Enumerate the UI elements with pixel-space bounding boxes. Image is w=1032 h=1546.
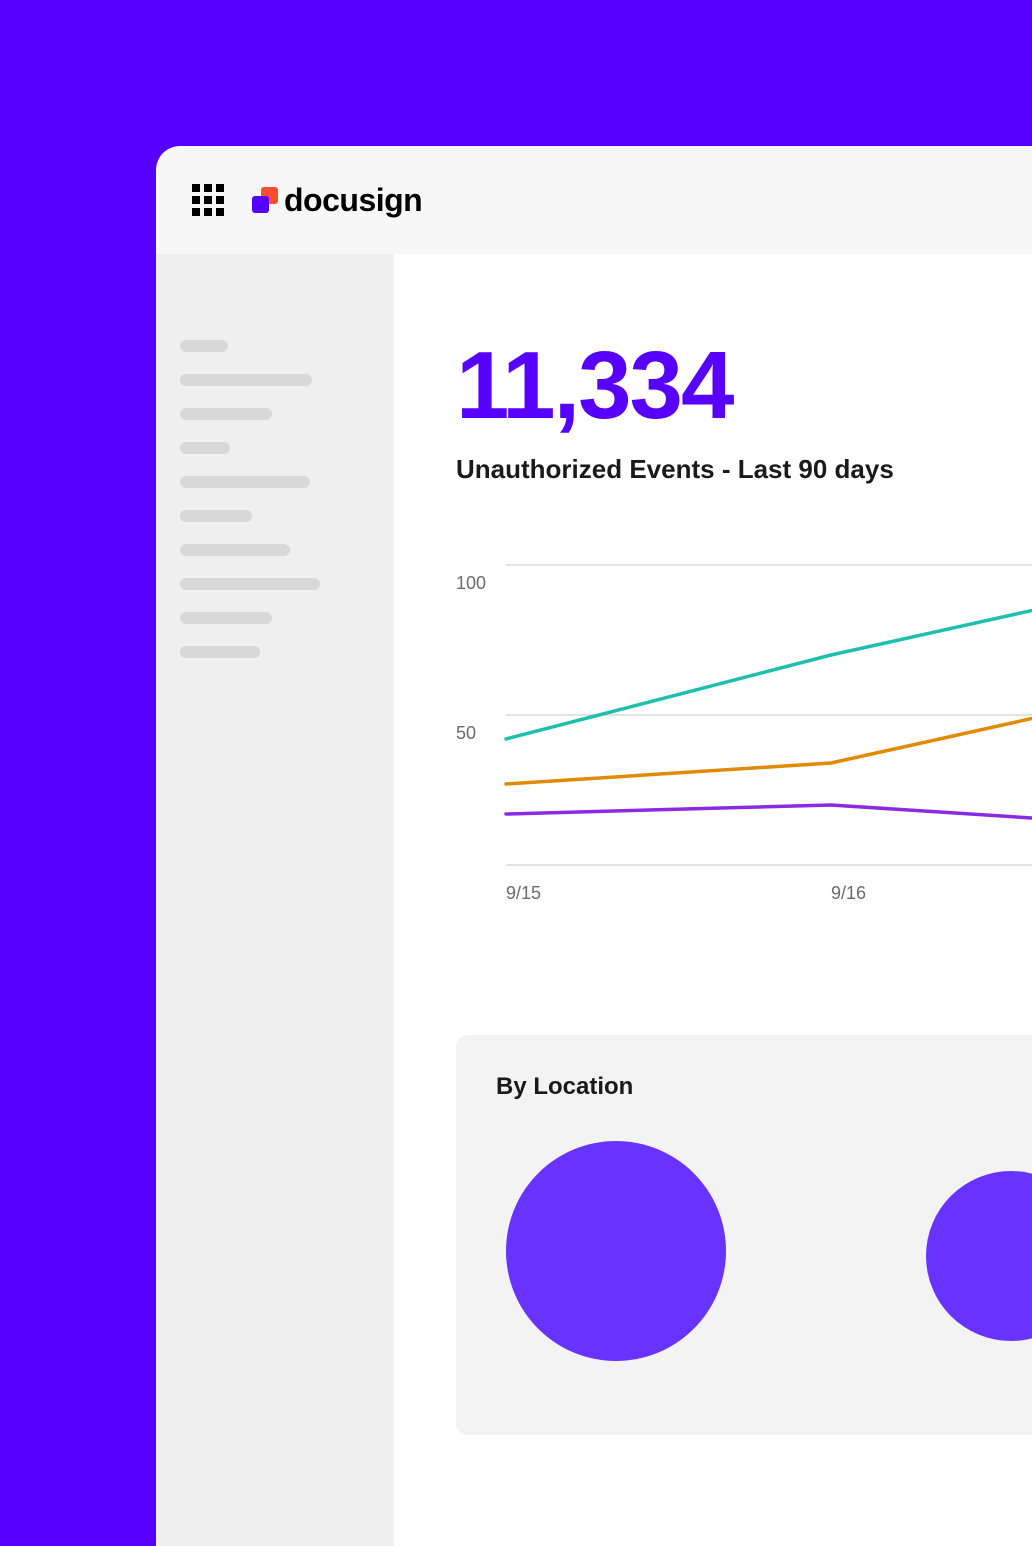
brand-mark-icon — [252, 187, 278, 213]
location-bubble — [506, 1141, 726, 1361]
svg-text:9/16: 9/16 — [831, 883, 866, 903]
svg-text:100: 100 — [456, 573, 486, 593]
sidebar-item-placeholder — [180, 340, 228, 352]
sidebar-item-placeholder — [180, 476, 310, 488]
brand-name: docusign — [284, 182, 422, 219]
chart-series-purple — [506, 805, 1032, 826]
by-location-panel: By Location — [456, 1035, 1032, 1435]
svg-text:50: 50 — [456, 723, 476, 743]
sidebar-item-placeholder — [180, 612, 272, 624]
by-location-bubbles — [496, 1141, 1032, 1435]
svg-text:9/15: 9/15 — [506, 883, 541, 903]
sidebar-item-placeholder — [180, 442, 230, 454]
app-switcher-icon[interactable] — [192, 184, 224, 216]
summary-label: Unauthorized Events - Last 90 days — [456, 454, 1032, 485]
sidebar-item-placeholder — [180, 374, 312, 386]
sidebar-item-placeholder — [180, 408, 272, 420]
sidebar-item-placeholder — [180, 578, 320, 590]
content-area: 11,334 Unauthorized Events - Last 90 day… — [394, 254, 1032, 1546]
chart-series-orange — [506, 691, 1032, 784]
app-window: docusign 11,334 Unauthorized Events - La… — [156, 146, 1032, 1546]
sidebar — [156, 254, 394, 1546]
brand-logo[interactable]: docusign — [252, 182, 422, 219]
main-area: 11,334 Unauthorized Events - Last 90 day… — [156, 254, 1032, 1546]
summary-value: 11,334 — [456, 338, 1032, 434]
location-bubble — [926, 1171, 1032, 1341]
events-line-chart: 50 100 9/15 9/16 — [456, 555, 1032, 915]
sidebar-item-placeholder — [180, 510, 252, 522]
sidebar-item-placeholder — [180, 646, 260, 658]
by-location-title: By Location — [496, 1073, 1032, 1101]
sidebar-item-placeholder — [180, 544, 290, 556]
top-bar: docusign — [156, 146, 1032, 254]
